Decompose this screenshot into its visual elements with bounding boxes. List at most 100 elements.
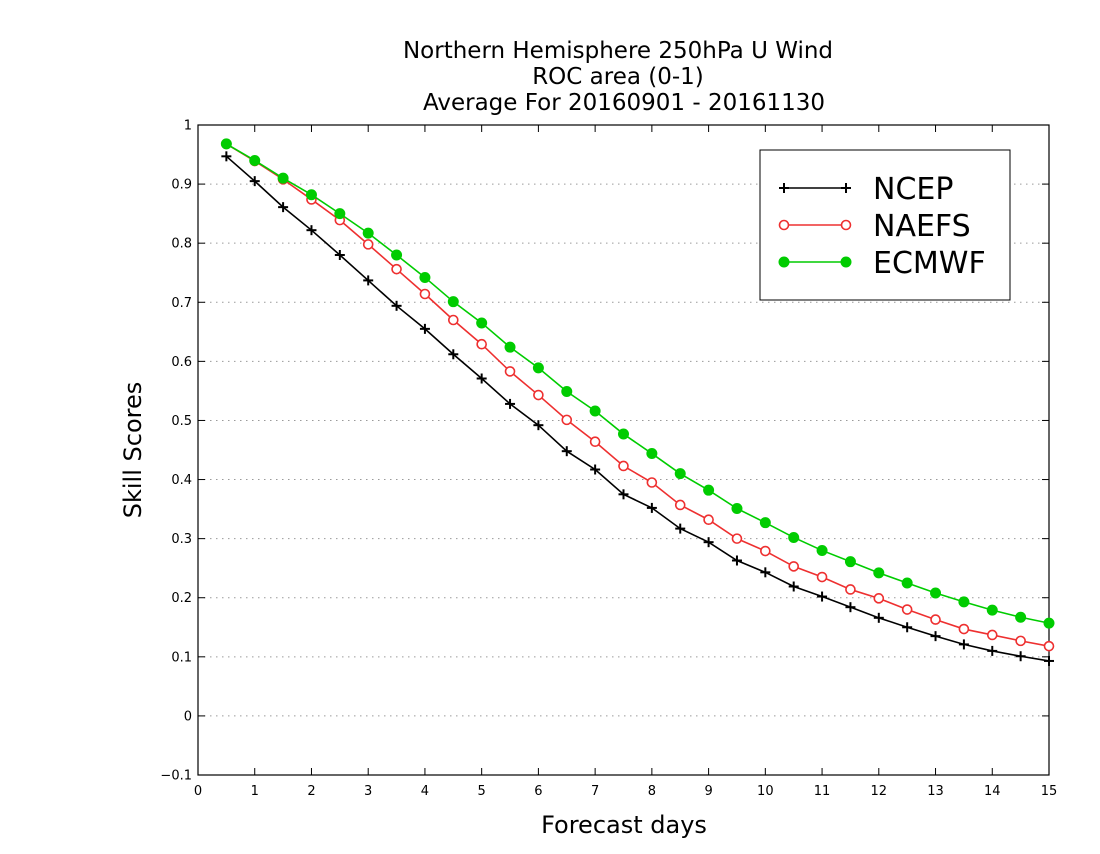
data-point-ecmwf — [646, 448, 658, 460]
data-point-ncep — [703, 537, 714, 548]
data-point-ecmwf — [277, 172, 289, 184]
data-point-ecmwf — [788, 531, 800, 543]
data-point-ecmwf — [930, 587, 942, 599]
series-naefs — [221, 138, 1055, 652]
data-point-ncep — [987, 645, 998, 656]
x-tick-label: 4 — [421, 784, 429, 799]
x-tick-label: 11 — [814, 784, 831, 799]
data-point-ecmwf — [362, 227, 374, 239]
data-point-naefs — [391, 263, 402, 275]
y-axis-label: Skill Scores — [119, 382, 147, 519]
x-axis-label: Forecast days — [541, 811, 707, 839]
data-point-ecmwf — [419, 271, 431, 283]
data-point-ecmwf — [759, 517, 771, 529]
data-point-ncep — [334, 250, 345, 260]
y-tick-label: 0.9 — [171, 178, 192, 193]
series-ncep — [221, 151, 1054, 666]
axis-ticks: −0.100.10.20.30.40.50.60.70.80.910 1 2 3 4 5 6… — [160, 119, 1057, 800]
data-point-ncep — [419, 323, 430, 334]
legend-entry-ncep: NCEP — [779, 172, 953, 207]
data-point-ncep — [278, 202, 289, 213]
y-tick-label: −0.1 — [160, 769, 192, 784]
y-tick-label: 0 — [184, 709, 192, 724]
y-tick-label: 0.1 — [171, 650, 192, 665]
data-point-naefs — [930, 614, 941, 625]
data-point-ecmwf — [1015, 611, 1027, 623]
x-tick-label: 6 — [534, 784, 542, 799]
x-tick-label: 0 — [194, 784, 202, 799]
y-tick-label: 0.8 — [171, 237, 192, 252]
chart-title-line-3: Average For 20160901 - 20161130 — [423, 90, 825, 116]
data-point-ecmwf — [561, 386, 573, 397]
data-point-ecmwf — [589, 405, 601, 417]
data-point-ncep — [646, 502, 657, 513]
data-point-ecmwf — [1043, 617, 1055, 629]
data-point-naefs — [476, 338, 487, 350]
x-tick-label: 8 — [648, 784, 656, 799]
data-point-ncep — [391, 300, 402, 311]
data-point-naefs — [703, 514, 714, 526]
plot-area-frame — [197, 124, 1050, 776]
data-point-naefs — [958, 623, 970, 635]
data-point-ecmwf — [618, 428, 629, 440]
data-point-naefs — [646, 477, 658, 488]
x-tick-label: 2 — [307, 784, 315, 799]
x-tick-label: 9 — [704, 784, 712, 799]
data-point-ecmwf — [986, 604, 998, 616]
data-point-ecmwf — [816, 544, 828, 556]
data-point-ecmwf — [873, 567, 885, 579]
legend-box — [759, 149, 1011, 301]
data-point-ecmwf — [504, 341, 516, 353]
legend-marker-ncep — [841, 183, 851, 193]
data-point-ncep — [618, 489, 629, 500]
data-point-ncep — [788, 581, 799, 592]
data-point-ecmwf — [958, 596, 970, 608]
data-point-naefs — [731, 533, 743, 544]
data-point-ecmwf — [703, 484, 715, 496]
data-point-ecmwf — [674, 468, 686, 480]
x-tick-label: 3 — [364, 784, 372, 799]
data-point-ecmwf — [731, 503, 743, 514]
chart-title-line-2: ROC area (0-1) — [532, 64, 704, 90]
data-point-ncep — [731, 555, 742, 566]
legend-marker-naefs — [840, 219, 852, 231]
y-tick-label: 0.3 — [171, 532, 192, 547]
data-point-naefs — [845, 584, 856, 595]
data-point-naefs — [1015, 635, 1026, 647]
data-point-ecmwf — [305, 189, 317, 201]
x-tick-label: 15 — [1041, 784, 1058, 799]
x-tick-label: 12 — [871, 784, 888, 799]
legend-marker-ecmwf — [778, 256, 790, 268]
data-point-ncep — [363, 275, 374, 286]
data-point-naefs — [816, 571, 828, 583]
data-point-ecmwf — [447, 296, 459, 308]
data-point-ncep — [873, 612, 884, 623]
data-point-ecmwf — [844, 556, 856, 568]
data-point-ncep — [760, 567, 771, 578]
data-point-ecmwf — [249, 154, 261, 166]
data-point-ecmwf — [391, 249, 403, 261]
data-point-ncep — [930, 631, 941, 642]
data-point-naefs — [873, 593, 885, 604]
legend-marker-ecmwf — [840, 256, 852, 268]
data-point-naefs — [419, 288, 431, 300]
data-point-ncep — [1015, 651, 1026, 662]
data-point-ncep — [249, 176, 260, 187]
data-point-naefs — [788, 561, 800, 572]
data-point-naefs — [447, 314, 459, 326]
y-tick-label: 0.6 — [171, 355, 192, 370]
x-tick-label: 10 — [757, 784, 774, 799]
series-ecmwf — [220, 138, 1055, 629]
series-line-ncep — [225, 155, 1050, 662]
data-point-naefs — [504, 366, 516, 377]
legend-label-ncep: NCEP — [873, 172, 953, 207]
y-tick-label: 1 — [184, 119, 192, 134]
data-point-naefs — [1043, 640, 1055, 652]
legend-label-naefs: NAEFS — [873, 209, 971, 244]
legend-marker-naefs — [778, 219, 790, 231]
chart-title: Northern Hemisphere 250hPa U Wind ROC ar… — [403, 38, 833, 116]
data-point-ncep — [902, 622, 913, 633]
data-point-ncep — [958, 639, 969, 650]
